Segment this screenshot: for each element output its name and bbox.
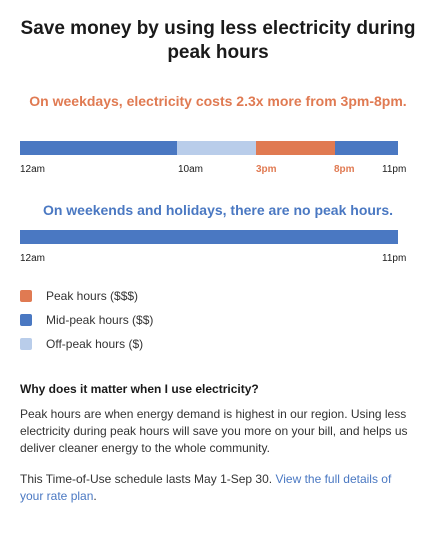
- weekend-tick-11pm: 11pm: [382, 253, 407, 264]
- info-body: Peak hours are when energy demand is hig…: [20, 407, 408, 455]
- legend-item-off-peak: Off-peak hours ($): [20, 337, 143, 351]
- weekday-message: On weekdays, electricity costs 2.3x more…: [29, 93, 407, 109]
- weekday-segment-mid-peak-evening: [335, 141, 398, 155]
- legend-swatch-mid-peak: [20, 314, 32, 326]
- schedule-text: This Time-of-Use schedule lasts May 1-Se…: [20, 472, 273, 486]
- weekday-tick-10am: 10am: [178, 164, 204, 175]
- weekday-tick-12am: 12am: [20, 164, 46, 175]
- weekend-timeline-bar: [20, 230, 398, 244]
- weekday-segment-peak: [256, 141, 335, 155]
- weekday-segment-off-peak: [177, 141, 256, 155]
- weekday-timeline-bar: [20, 141, 398, 155]
- weekend-segment-mid-peak: [20, 230, 398, 244]
- weekday-tick-3pm: 3pm: [256, 164, 277, 175]
- legend-label-peak: Peak hours ($$$): [46, 289, 139, 303]
- weekend-tick-12am: 12am: [20, 253, 46, 264]
- legend-item-mid-peak: Mid-peak hours ($$): [20, 313, 153, 327]
- legend-item-peak: Peak hours ($$$): [20, 289, 138, 303]
- weekday-tick-8pm: 8pm: [334, 164, 355, 175]
- legend-label-off-peak: Off-peak hours ($): [46, 337, 144, 351]
- rate-plan-link[interactable]: View the full details of your rate plan: [20, 472, 392, 503]
- legend-swatch-peak: [20, 290, 32, 302]
- weekday-tick-11pm: 11pm: [382, 164, 407, 175]
- legend-swatch-off-peak: [20, 338, 32, 350]
- info-heading: Why does it matter when I use electricit…: [20, 382, 259, 396]
- legend-label-mid-peak: Mid-peak hours ($$): [46, 313, 154, 327]
- weekend-message: On weekends and holidays, there are no p…: [42, 202, 394, 218]
- weekday-segment-mid-peak-morning: [20, 141, 177, 155]
- schedule-paragraph: This Time-of-Use schedule lasts May 1-Se…: [20, 471, 416, 505]
- schedule-suffix: .: [93, 489, 97, 503]
- page-title: Save money by using less electricity dur…: [20, 18, 416, 63]
